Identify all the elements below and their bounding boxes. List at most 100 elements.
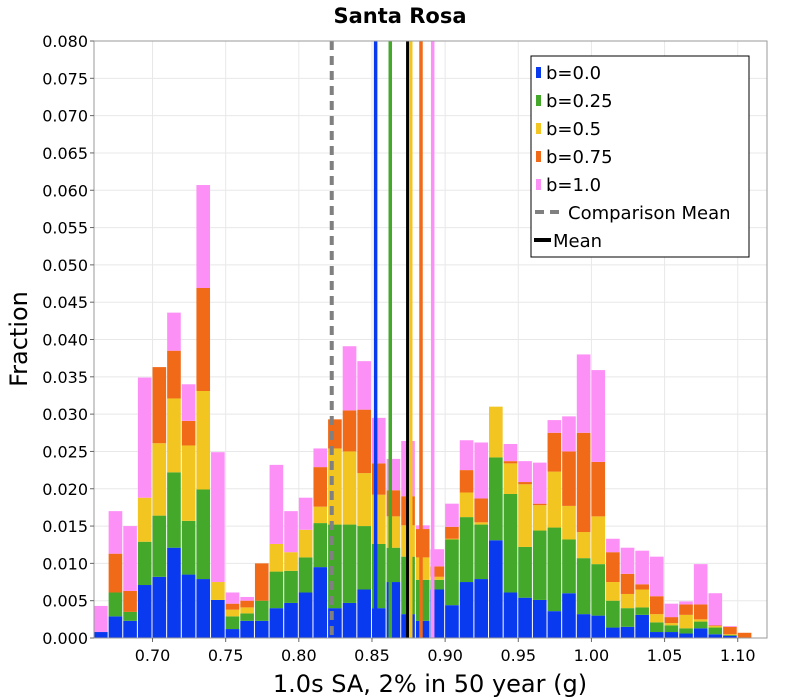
bar-b-0-75-2 [123,590,137,612]
bar-b-0-5-28 [503,463,518,494]
bar-b-0-5-31 [547,471,562,528]
bar-b-1-0-39 [664,603,679,618]
bar-b-0-0-28 [503,592,518,638]
bar-b-0-25-3 [137,541,152,586]
bar-b-0-25-33 [576,558,591,615]
bar-b-0-75-35 [606,552,620,583]
legend-label: b=1.0 [546,175,601,196]
bar-b-0-25-34 [591,564,606,616]
bar-b-0-5-12 [269,543,284,572]
bar-b-0-0-14 [298,592,313,638]
bar-b-0-0-7 [196,579,211,638]
y-axis-title: Fraction [5,291,33,387]
legend-swatch [536,123,541,134]
y-tick-label: 0.015 [42,517,88,536]
bar-b-0-75-34 [591,461,606,517]
legend-label: b=0.0 [546,63,601,84]
bar-b-0-0-9 [225,629,240,638]
legend-swatch [536,179,541,190]
legend-swatch [536,151,541,162]
bar-b-0-5-34 [591,516,606,565]
bar-b-0-0-27 [489,540,503,638]
bar-b-0-5-30 [532,505,547,531]
bar-b-1-0-31 [547,420,562,433]
bar-b-0-75-33 [576,432,591,533]
bar-b-1-0-35 [606,538,620,553]
bar-b-0-5-33 [576,532,591,559]
bar-b-1-0-29 [518,461,532,483]
bar-b-0-25-5 [167,472,181,548]
bar-b-0-0-35 [606,627,620,638]
bar-b-1-0-40 [679,601,693,605]
x-tick-label: 0.80 [281,646,317,665]
bar-b-0-0-5 [167,547,181,638]
bar-b-0-25-35 [606,600,620,628]
bar-b-0-0-41 [693,628,708,638]
bar-b-0-75-23 [430,566,445,577]
bar-b-0-25-7 [196,489,211,580]
bar-b-1-0-7 [196,185,211,289]
bar-b-0-5-36 [620,593,635,609]
bar-b-0-25-18 [357,526,371,590]
bar-b-0-25-11 [254,600,269,621]
bar-b-0-5-39 [664,623,679,626]
bar-b-0-5-7 [196,390,211,490]
bar-b-0-75-9 [225,603,240,610]
bar-b-0-75-42 [708,625,723,627]
bar-b-0-75-16 [328,419,342,449]
mean-lines [329,41,435,638]
x-tick-label: 1.00 [574,646,610,665]
x-axis-ticks: 0.70 0.75 0.80 0.85 0.90 0.95 1.00 1.05 1.10 [135,638,756,665]
bar-b-1-0-38 [649,556,664,597]
bar-b-0-0-43 [723,635,737,638]
bar-b-1-0-5 [167,312,181,351]
bar-b-0-25-23 [430,579,445,590]
bar-b-0-25-36 [620,608,635,627]
bar-b-0-5-35 [606,582,620,601]
y-tick-label: 0.045 [42,293,88,312]
bar-b-0-0-0 [94,632,108,638]
bar-b-0-5-27 [489,406,503,458]
bar-b-0-75-36 [620,573,635,594]
bar-b-0-0-12 [269,608,284,638]
y-tick-label: 0.065 [42,144,88,163]
bar-b-1-0-42 [708,593,723,626]
legend-label: Comparison Mean [568,203,731,224]
bar-b-0-5-10 [240,607,254,614]
bar-b-0-5-37 [635,589,649,608]
bar-b-0-0-11 [254,620,269,638]
bar-b-0-25-14 [298,557,313,593]
bar-b-0-0-1 [108,616,123,638]
bar-b-0-25-2 [123,611,137,621]
bar-b-0-25-12 [269,571,284,609]
y-tick-label: 0.080 [42,32,88,51]
y-tick-label: 0.040 [42,331,88,350]
bar-b-1-0-13 [284,511,298,553]
y-tick-label: 0.050 [42,256,88,275]
bar-b-1-0-10 [240,596,254,601]
bar-b-0-5-15 [313,506,328,524]
y-tick-label: 0.010 [42,554,88,573]
bar-b-0-0-2 [123,620,137,638]
bar-b-0-0-42 [708,634,723,638]
bar-b-0-25-9 [225,616,240,630]
bars [94,185,752,638]
bar-b-0-75-24 [445,526,459,539]
bar-b-0-75-26 [474,498,489,523]
bar-b-0-75-38 [649,596,664,615]
bar-b-0-25-29 [518,546,532,598]
bar-b-0-0-38 [649,632,664,638]
bar-b-0-5-23 [430,576,445,580]
bar-b-0-0-29 [518,597,532,638]
bar-b-0-25-25 [459,517,474,583]
x-tick-label: 0.90 [427,646,463,665]
bar-b-0-25-6 [181,520,196,575]
bar-b-0-0-8 [211,599,225,638]
y-tick-label: 0.055 [42,219,88,238]
bar-b-1-0-26 [474,442,489,499]
bar-b-0-75-30 [532,503,547,506]
bar-b-0-5-42 [708,626,723,628]
bar-b-0-25-37 [635,607,649,615]
bar-b-0-5-29 [518,484,532,547]
y-tick-label: 0.025 [42,442,88,461]
